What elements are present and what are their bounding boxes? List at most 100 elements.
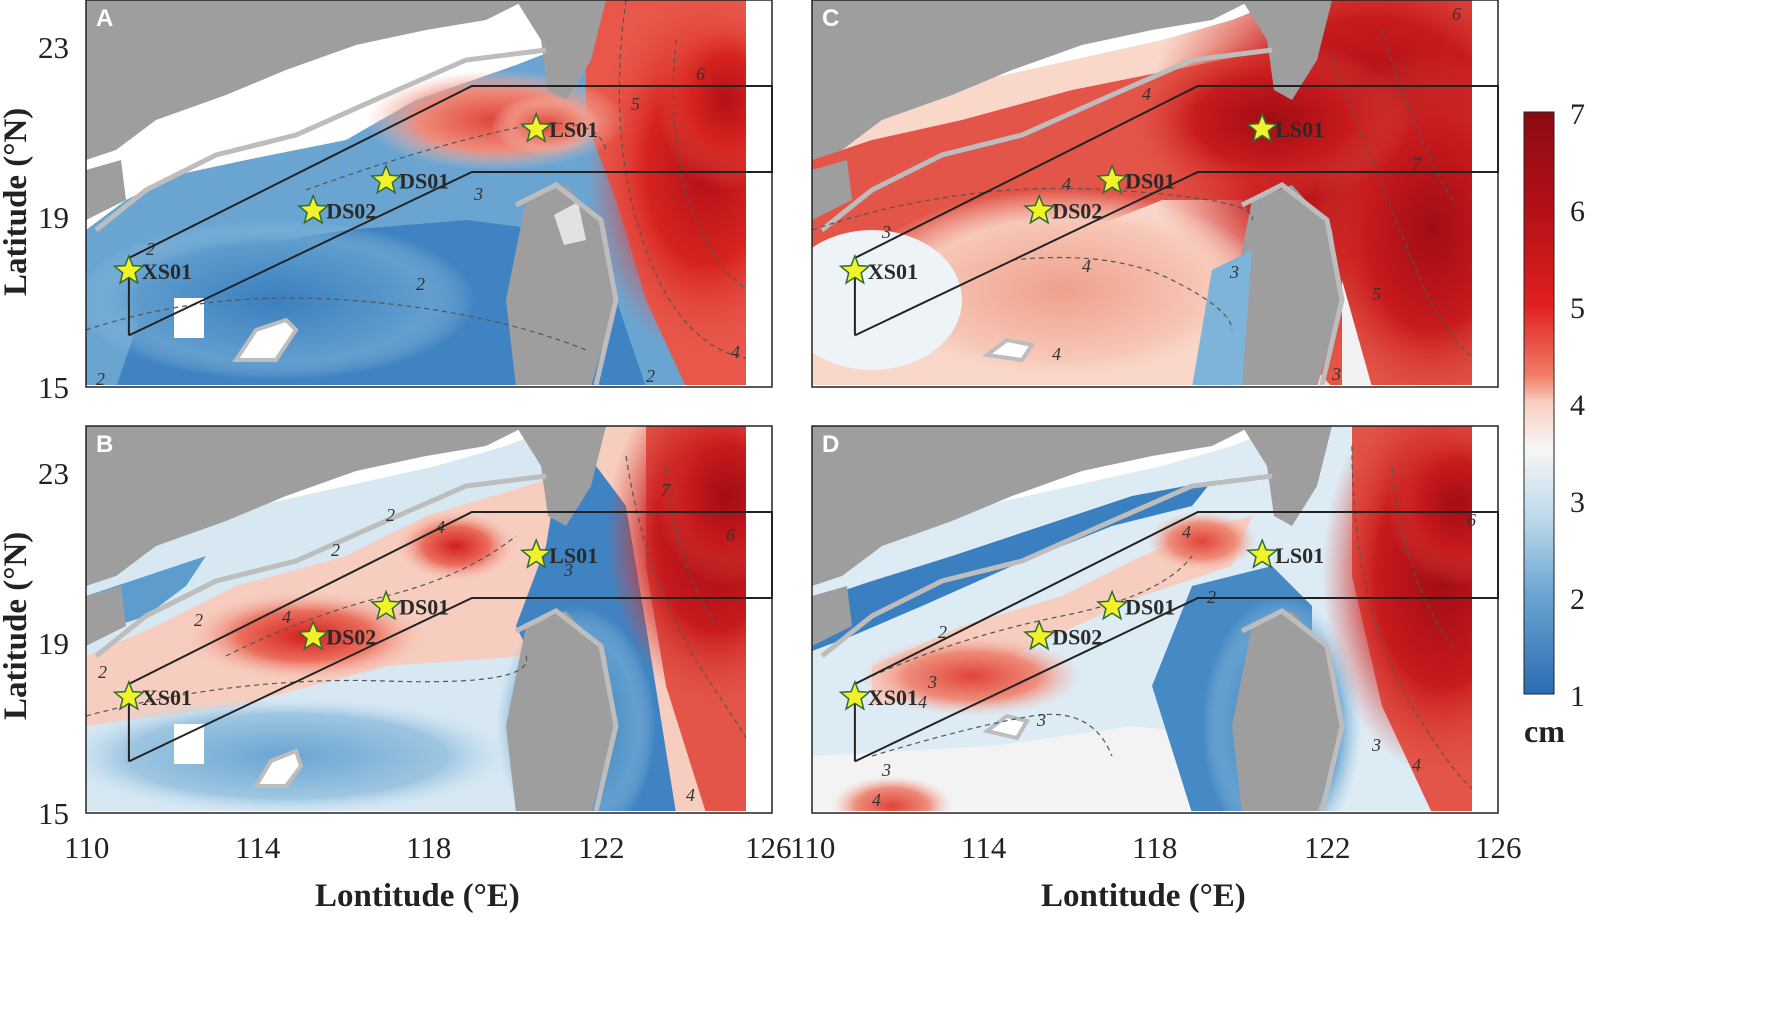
- y-axis-bottom: 23 19 15: [38, 456, 69, 831]
- colorbar-tick-label: 4: [1570, 389, 1585, 422]
- station-marker: [297, 193, 330, 225]
- panel-letter: C: [822, 5, 839, 32]
- station-marker: [297, 619, 330, 651]
- station-label: XS01: [868, 259, 918, 284]
- contour-label: 2: [96, 369, 105, 389]
- station-label: DS02: [1052, 199, 1102, 224]
- panel-c: 3 4 4 4 4 3 3 5 6 7 C XS01 DS02 DS01 LS01: [811, 0, 1499, 388]
- station-label: LS01: [549, 117, 598, 142]
- station-label: DS01: [1125, 595, 1175, 620]
- x-axis-title: Lontitude (°E): [315, 878, 520, 914]
- y-tick-label: 23: [38, 30, 69, 65]
- station-label: LS01: [549, 543, 598, 568]
- station-layer: XS01 DS02 DS01 LS01: [112, 85, 773, 337]
- x-tick-label: 114: [235, 830, 281, 865]
- contour-label: 3: [1371, 735, 1381, 755]
- colorbar-unit: cm: [1524, 713, 1565, 749]
- contour-label: 5: [1372, 284, 1381, 304]
- contour-label: 2: [386, 505, 395, 525]
- colorbar-bar: [1523, 111, 1555, 695]
- y-tick-label: 15: [38, 796, 69, 831]
- station-label: LS01: [1275, 543, 1324, 568]
- station-label: DS01: [399, 169, 449, 194]
- contour-label: 3: [1229, 262, 1239, 282]
- station-marker: [112, 679, 146, 711]
- y-axis-title: Latitude (°N): [0, 108, 34, 296]
- contour-label: 6: [1467, 510, 1476, 530]
- station-marker: [1245, 111, 1279, 143]
- panel-letter: D: [822, 431, 839, 458]
- contour-label: 2: [194, 610, 203, 630]
- x-tick-label: 114: [961, 830, 1007, 865]
- contour-label: 4: [1082, 256, 1091, 276]
- station-marker: [1245, 537, 1279, 569]
- contour-label: 7: [1412, 154, 1422, 174]
- station-marker: [838, 253, 872, 285]
- contour-label: 4: [1052, 344, 1061, 364]
- contour-label: 4: [1142, 84, 1151, 104]
- contour-label: 4: [918, 692, 927, 712]
- contour-label: 2: [331, 540, 340, 560]
- y-tick-label: 15: [38, 370, 69, 405]
- station-marker: [1023, 193, 1056, 225]
- contour-label: 4: [282, 607, 291, 627]
- station-label: XS01: [142, 259, 192, 284]
- x-tick-label: 118: [406, 830, 451, 865]
- x-axis-left: 110 114 118 122 126: [64, 830, 792, 865]
- contour-label: 4: [1182, 522, 1191, 542]
- panel-a: 2 2 2 3 4 2 5 6 A XS01 DS02 DS01 LS01: [85, 0, 773, 389]
- station-marker: [838, 679, 872, 711]
- contour-label: 3: [1036, 710, 1046, 730]
- y-tick-label: 19: [38, 200, 69, 235]
- station-label: DS01: [399, 595, 449, 620]
- contour-label: 3: [881, 760, 891, 780]
- station-layer: XS01 DS02 DS01 LS01: [112, 511, 773, 763]
- x-axis-title: Lontitude (°E): [1041, 878, 1246, 914]
- colorbar-tick-label: 7: [1570, 98, 1585, 131]
- contour-label: 3: [1331, 364, 1341, 384]
- x-axis-right: 110 114 118 122 126: [790, 830, 1522, 865]
- station-label: DS02: [1052, 625, 1102, 650]
- contour-label: 4: [686, 785, 695, 805]
- contour-label: 4: [1412, 755, 1421, 775]
- station-label: DS02: [326, 625, 376, 650]
- colorbar-tick-label: 3: [1570, 486, 1585, 519]
- station-marker: [112, 253, 146, 285]
- contour-label: 2: [416, 274, 425, 294]
- station-label: XS01: [868, 685, 918, 710]
- contour-label: 2: [146, 239, 155, 259]
- x-tick-label: 118: [1132, 830, 1177, 865]
- contour-label: 6: [726, 525, 735, 545]
- y-tick-label: 19: [38, 626, 69, 661]
- x-tick-label: 110: [64, 830, 109, 865]
- colorbar-tick-label: 6: [1570, 195, 1585, 228]
- station-label: XS01: [142, 685, 192, 710]
- station-layer: XS01 DS02 DS01 LS01: [838, 511, 1499, 763]
- contour-label: 2: [98, 662, 107, 682]
- contour-label: 7: [661, 480, 671, 500]
- contour-label: 3: [881, 222, 891, 242]
- station-marker: [519, 111, 553, 143]
- colorbar-tick-label: 5: [1570, 292, 1585, 325]
- panel-letter: B: [96, 431, 113, 458]
- x-tick-label: 126: [1475, 830, 1522, 865]
- colorbar-tick-label: 2: [1570, 583, 1585, 616]
- x-tick-label: 126: [745, 830, 792, 865]
- colorbar-tick-label: 1: [1570, 680, 1585, 713]
- station-label: DS02: [326, 199, 376, 224]
- x-tick-label: 110: [790, 830, 835, 865]
- colorbar: 7 6 5 4 3 2 1 cm: [1523, 98, 1585, 749]
- contour-label: 3: [927, 672, 937, 692]
- station-marker: [1095, 589, 1129, 621]
- contour-label: 3: [563, 560, 573, 580]
- contour-label: 2: [938, 622, 947, 642]
- station-marker: [519, 537, 553, 569]
- station-label: DS01: [1125, 169, 1175, 194]
- contour-label: 4: [731, 342, 740, 362]
- contour-label: 4: [1062, 174, 1071, 194]
- x-tick-label: 122: [1304, 830, 1351, 865]
- x-tick-label: 122: [578, 830, 625, 865]
- contour-label: 6: [696, 64, 705, 84]
